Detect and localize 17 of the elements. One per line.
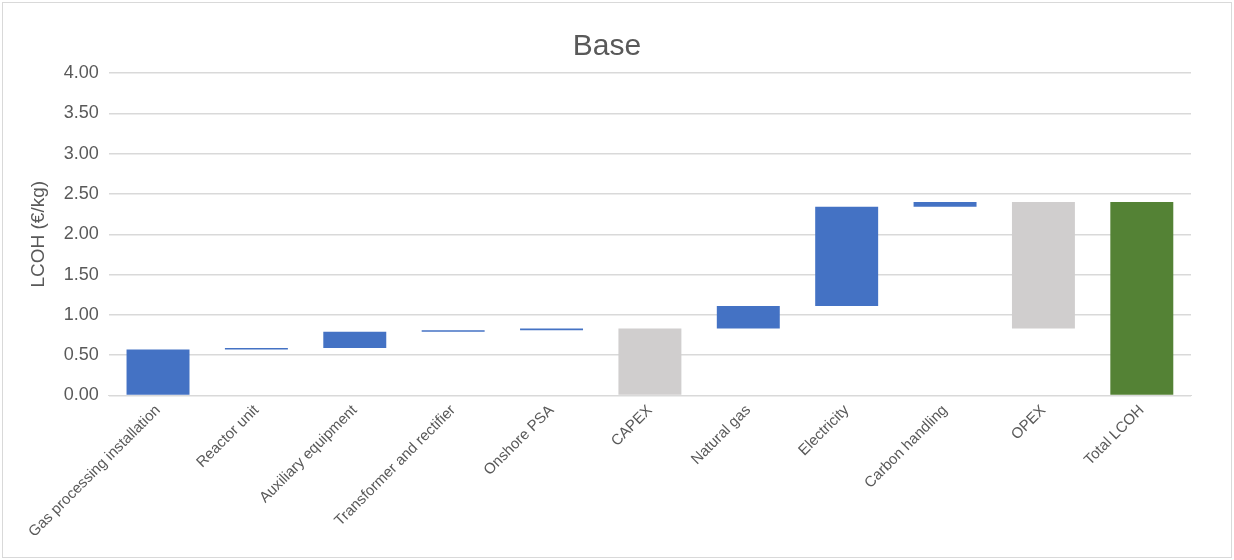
bar — [323, 331, 387, 348]
bar — [1110, 202, 1174, 395]
y-tick-label: 0.00 — [63, 384, 99, 405]
y-axis-title: LCOH (€/kg) — [26, 180, 48, 288]
bar — [126, 349, 190, 395]
y-tick-label: 0.50 — [63, 344, 99, 365]
bar — [716, 306, 780, 329]
y-tick-label: 3.50 — [63, 102, 99, 123]
y-tick-label: 2.50 — [63, 182, 99, 203]
y-tick-label: 4.00 — [63, 61, 99, 82]
chart-title: Base — [572, 28, 642, 62]
y-tick-label: 2.00 — [63, 223, 99, 244]
y-tick-label: 3.00 — [63, 142, 99, 163]
y-tick-label: 1.00 — [63, 303, 99, 324]
y-tick-label: 1.50 — [63, 263, 99, 284]
bar — [913, 202, 977, 207]
bar — [815, 206, 879, 307]
